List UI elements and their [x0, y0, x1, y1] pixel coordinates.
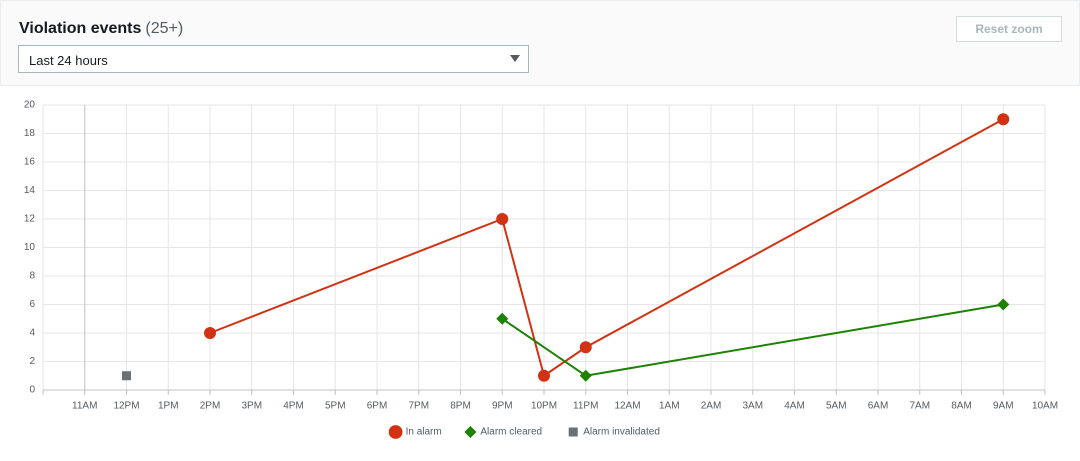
point: [579, 369, 592, 382]
x-tick-label: 6AM: [868, 401, 889, 412]
point: [496, 213, 509, 225]
legend-item[interactable]: In alarm: [388, 425, 442, 439]
event-count: (25+): [145, 20, 184, 37]
point: [496, 312, 509, 325]
y-tick-label: 6: [29, 299, 35, 310]
x-tick-label: 11AM: [72, 401, 97, 412]
x-tick-label: 3AM: [742, 401, 763, 412]
point: [997, 113, 1010, 126]
series: [204, 113, 1010, 382]
title-text: Violation events: [19, 20, 142, 37]
legend-item[interactable]: Alarm invalidated: [568, 427, 660, 438]
x-tick-label: 11PM: [573, 401, 598, 412]
y-tick-label: 0: [29, 385, 35, 396]
x-tick-label: 1PM: [158, 401, 179, 412]
legend-label: Alarm invalidated: [583, 427, 660, 438]
y-tick-label: 4: [29, 328, 35, 339]
legend-symbol: [568, 427, 578, 437]
series: [122, 371, 131, 381]
x-tick-label: 6PM: [367, 401, 388, 412]
legend-label: Alarm cleared: [480, 427, 542, 438]
x-tick-label: 10AM: [1032, 401, 1058, 412]
legend-item[interactable]: Alarm cleared: [464, 426, 542, 438]
selected-range: Last 24 hours: [29, 53, 108, 68]
y-tick-label: 12: [24, 214, 36, 225]
x-tick-label: 4PM: [283, 401, 304, 412]
legend-symbol: [464, 426, 477, 438]
x-tick-label: 8AM: [951, 401, 972, 412]
panel-title: Violation events (25+): [19, 20, 183, 38]
x-tick-label: 12AM: [614, 401, 640, 412]
x-tick-label: 8PM: [450, 401, 471, 412]
x-tick-label: 1AM: [659, 401, 680, 412]
x-tick-label: 4AM: [784, 401, 805, 412]
point: [579, 341, 592, 354]
x-tick-label: 7AM: [909, 401, 930, 412]
legend-symbol: [388, 425, 403, 439]
x-tick-label: 3PM: [241, 401, 262, 412]
x-tick-label: 10PM: [531, 401, 557, 412]
y-tick-label: 18: [24, 128, 36, 139]
dropdown-arrow: [510, 55, 520, 62]
y-tick-label: 20: [24, 100, 36, 111]
point: [204, 327, 216, 339]
header: Violation events (25+) Last 24 hours Rese…: [0, 0, 1080, 86]
x-tick-label: 9PM: [492, 401, 513, 412]
y-tick-label: 2: [29, 356, 35, 367]
legend-label: In alarm: [406, 427, 442, 438]
y-tick-label: 10: [24, 242, 36, 253]
time-range-select[interactable]: Last 24 hours: [18, 45, 529, 73]
point: [122, 371, 131, 381]
point: [538, 369, 550, 382]
x-tick-label: 7PM: [408, 401, 429, 412]
x-tick-label: 9AM: [993, 401, 1014, 412]
x-tick-label: 2AM: [701, 401, 722, 412]
series: [496, 298, 1010, 382]
y-tick-label: 16: [24, 157, 36, 168]
x-tick-label: 2PM: [200, 401, 221, 412]
x-tick-label: 5AM: [826, 401, 847, 412]
point: [997, 298, 1010, 311]
reset-zoom-button[interactable]: Reset zoom: [956, 16, 1062, 42]
y-tick-label: 8: [29, 271, 35, 282]
y-tick-label: 14: [24, 185, 36, 196]
x-tick-label: 5PM: [325, 401, 346, 412]
x-tick-label: 12PM: [113, 401, 139, 412]
